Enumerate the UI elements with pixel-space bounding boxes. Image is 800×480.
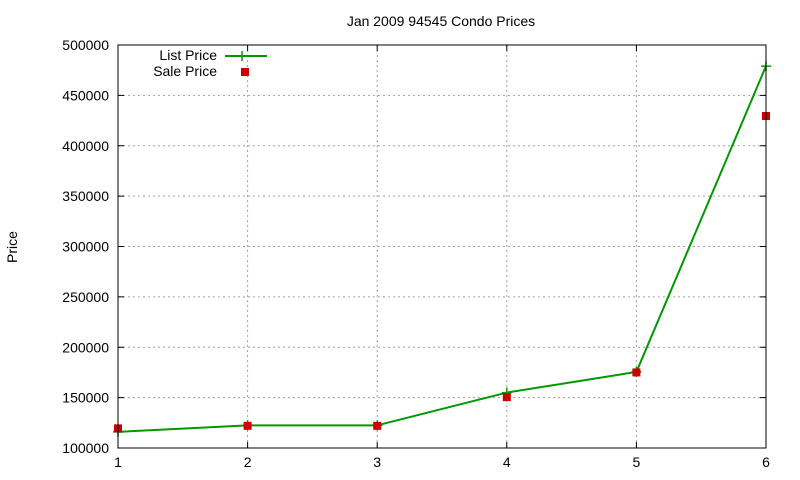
x-tick-label: 1 (114, 454, 122, 470)
y-tick-label: 350000 (62, 188, 109, 204)
x-tick-label: 6 (762, 454, 770, 470)
x-tick-label: 3 (373, 454, 381, 470)
y-tick-label: 400000 (62, 138, 109, 154)
legend-label-sale-price: Sale Price (153, 63, 217, 79)
chart-title: Jan 2009 94545 Condo Prices (347, 13, 535, 29)
series-line-list-price (117, 65, 767, 433)
legend-marker-list-price (237, 51, 247, 61)
y-tick-label: 300000 (62, 239, 109, 255)
y-tick-label: 450000 (62, 87, 109, 103)
y-tick-label: 150000 (62, 390, 109, 406)
axis-ticks: 100000 150000 200000 250000 300000 350000 4000… (62, 37, 770, 470)
y-tick-label: 200000 (62, 339, 109, 355)
grid (118, 45, 766, 448)
legend: List Price Sale Price (153, 47, 267, 79)
y-axis-label: Price (4, 231, 20, 263)
data-point-sale-price (373, 421, 382, 430)
y-tick-label: 100000 (62, 440, 109, 456)
legend-label-list-price: List Price (159, 47, 217, 63)
data-point-sale-price (632, 368, 641, 377)
data-point-sale-price (502, 393, 511, 402)
x-tick-label: 5 (633, 454, 641, 470)
x-tick-label: 2 (244, 454, 252, 470)
x-tick-label: 4 (503, 454, 511, 470)
legend-marker-sale-price (241, 68, 249, 76)
y-tick-label: 500000 (62, 37, 109, 53)
data-point-sale-price (243, 421, 252, 430)
y-tick-label: 250000 (62, 289, 109, 305)
